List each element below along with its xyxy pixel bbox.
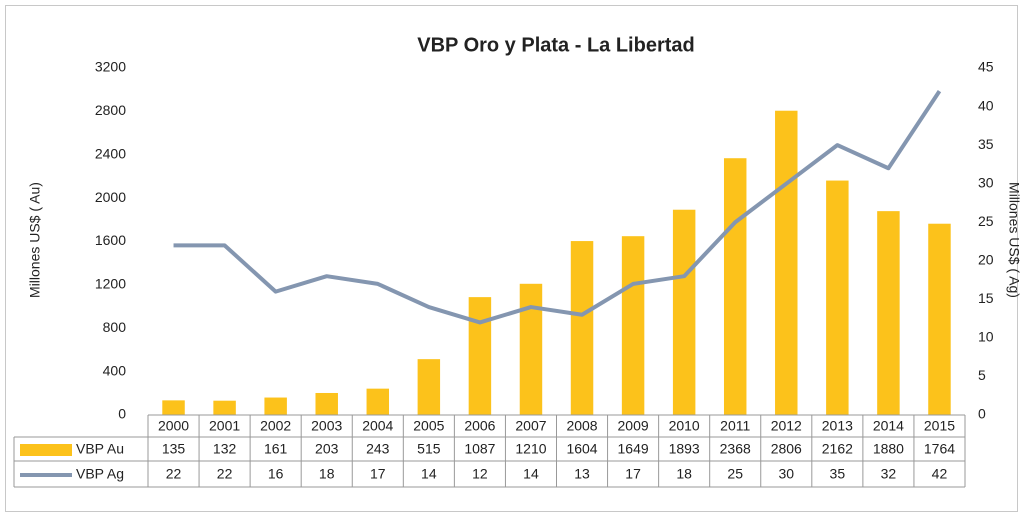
y-tick-label: 1600 bbox=[95, 232, 126, 248]
table-value: 1210 bbox=[515, 441, 546, 457]
bar bbox=[162, 400, 185, 415]
table-value: 1604 bbox=[566, 441, 597, 457]
y2-tick-label: 10 bbox=[978, 329, 994, 345]
table-value: 2368 bbox=[720, 441, 751, 457]
y2-tick-label: 0 bbox=[978, 406, 986, 422]
bar bbox=[672, 209, 696, 415]
table-value: 30 bbox=[778, 466, 794, 482]
x-tick-label: 2010 bbox=[669, 418, 700, 434]
x-tick-label: 2006 bbox=[464, 418, 495, 434]
legend-swatch bbox=[20, 444, 72, 456]
x-tick-label: 2005 bbox=[413, 418, 444, 434]
y2-tick-label: 20 bbox=[978, 251, 994, 267]
y-tick-label: 0 bbox=[118, 406, 126, 422]
y2-axis-label: Millones US$ ( Ag) bbox=[1006, 182, 1022, 298]
table-value: 132 bbox=[213, 441, 237, 457]
x-tick-label: 2002 bbox=[260, 418, 291, 434]
table-value: 32 bbox=[881, 466, 897, 482]
table-value: 1087 bbox=[464, 441, 495, 457]
y2-tick-label: 30 bbox=[978, 174, 994, 190]
y2-tick-label: 35 bbox=[978, 136, 994, 152]
table-value: 1880 bbox=[873, 441, 904, 457]
bar bbox=[264, 397, 287, 415]
y-tick-label: 2000 bbox=[95, 189, 126, 205]
bar bbox=[621, 236, 645, 415]
line bbox=[173, 90, 942, 325]
y2-tick-label: 5 bbox=[978, 367, 986, 383]
y-tick-label: 1200 bbox=[95, 276, 126, 292]
table-value: 12 bbox=[472, 466, 488, 482]
bar bbox=[366, 388, 390, 415]
bar bbox=[570, 241, 594, 415]
x-tick-label: 2015 bbox=[924, 418, 955, 434]
y2-tick-label: 25 bbox=[978, 213, 994, 229]
x-tick-label: 2000 bbox=[158, 418, 189, 434]
y-axis-label: Millones US$ ( Au) bbox=[27, 182, 43, 298]
y-tick-label: 2800 bbox=[95, 102, 126, 118]
table-value: 25 bbox=[727, 466, 743, 482]
x-tick-label: 2003 bbox=[311, 418, 342, 434]
bar bbox=[315, 392, 338, 415]
bar bbox=[519, 283, 543, 415]
bar bbox=[468, 297, 492, 415]
y2-tick-label: 40 bbox=[978, 97, 994, 113]
table-value: 2162 bbox=[822, 441, 853, 457]
table-value: 135 bbox=[162, 441, 186, 457]
table-value: 18 bbox=[676, 466, 692, 482]
x-tick-label: 2012 bbox=[771, 418, 802, 434]
table-value: 17 bbox=[625, 466, 641, 482]
x-tick-label: 2004 bbox=[362, 418, 393, 434]
x-tick-label: 2001 bbox=[209, 418, 240, 434]
y-tick-label: 3200 bbox=[95, 59, 126, 75]
bar bbox=[775, 110, 798, 416]
table-value: 1649 bbox=[618, 441, 649, 457]
x-tick-label: 2008 bbox=[566, 418, 597, 434]
y2-tick-label: 15 bbox=[978, 290, 994, 306]
y-tick-label: 800 bbox=[103, 319, 127, 335]
bar bbox=[826, 180, 849, 415]
table-value: 35 bbox=[830, 466, 846, 482]
table-value: 16 bbox=[268, 466, 284, 482]
x-tick-label: 2007 bbox=[515, 418, 546, 434]
x-tick-label: 2014 bbox=[873, 418, 904, 434]
bar bbox=[877, 211, 900, 415]
chart-title: VBP Oro y Plata - La Libertad bbox=[417, 34, 694, 56]
table-value: 14 bbox=[421, 466, 437, 482]
x-tick-label: 2013 bbox=[822, 418, 853, 434]
table-value: 42 bbox=[932, 466, 948, 482]
bar bbox=[928, 223, 951, 415]
table-value: 515 bbox=[417, 441, 441, 457]
table-value: 22 bbox=[166, 466, 182, 482]
x-tick-label: 2011 bbox=[720, 418, 750, 434]
bar bbox=[723, 158, 747, 415]
legend-label: VBP Au bbox=[76, 441, 124, 457]
table-value: 18 bbox=[319, 466, 335, 482]
chart-frame bbox=[5, 5, 1018, 512]
table-value: 161 bbox=[264, 441, 288, 457]
table-value: 13 bbox=[574, 466, 590, 482]
y2-tick-label: 45 bbox=[978, 59, 994, 75]
table-value: 17 bbox=[370, 466, 386, 482]
table-value: 1764 bbox=[924, 441, 955, 457]
table-value: 22 bbox=[217, 466, 233, 482]
table-value: 1893 bbox=[669, 441, 700, 457]
x-tick-label: 2009 bbox=[618, 418, 649, 434]
y-tick-label: 2400 bbox=[95, 145, 126, 161]
bar bbox=[417, 359, 441, 415]
table-value: 203 bbox=[315, 441, 339, 457]
legend-label: VBP Ag bbox=[76, 466, 124, 482]
bar bbox=[213, 400, 236, 415]
table-value: 14 bbox=[523, 466, 539, 482]
table-value: 243 bbox=[366, 441, 390, 457]
y-tick-label: 400 bbox=[103, 362, 127, 378]
table-value: 2806 bbox=[771, 441, 802, 457]
